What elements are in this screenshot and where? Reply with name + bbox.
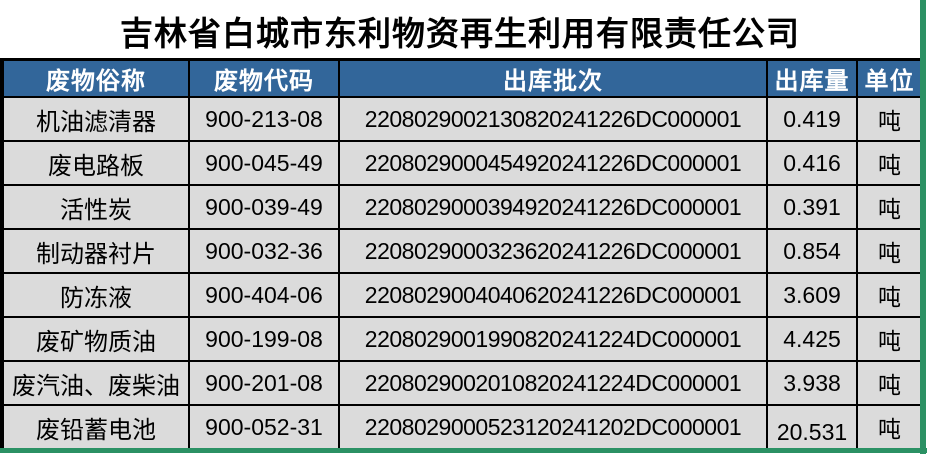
table-row: 废矿物质油 900-199-08 2208029001990820241224D… (1, 316, 923, 362)
quantity-cell: 0.391 (766, 184, 858, 230)
batch-cell: 2208029000394920241226DC000001 (338, 184, 768, 230)
waste-code-cell: 900-201-08 (188, 360, 340, 406)
waste-name-cell: 废铅蓄电池 (1, 404, 190, 450)
unit-cell: 吨 (856, 404, 923, 450)
quantity-cell: 0.419 (766, 96, 858, 142)
waste-code-cell: 900-045-49 (188, 140, 340, 186)
batch-cell: 2208029001990820241224DC000001 (338, 316, 768, 362)
quantity-cell: 20.531 (766, 404, 858, 450)
table-row: 制动器衬片 900-032-36 2208029000323620241226D… (1, 228, 923, 274)
unit-cell: 吨 (856, 228, 923, 274)
quantity-cell: 0.416 (766, 140, 858, 186)
batch-cell: 2208029000323620241226DC000001 (338, 228, 768, 274)
quantity-cell: 3.938 (766, 360, 858, 406)
table-row: 废铅蓄电池 900-052-31 2208029000523120241202D… (1, 404, 923, 450)
quantity-cell: 4.425 (766, 316, 858, 362)
waste-code-cell: 900-199-08 (188, 316, 340, 362)
unit-cell: 吨 (856, 316, 923, 362)
green-frame-right-edge (920, 0, 926, 454)
batch-cell: 2208029000523120241202DC000001 (338, 404, 768, 450)
waste-code-cell: 900-032-36 (188, 228, 340, 274)
waste-name-cell: 废汽油、废柴油 (1, 360, 190, 406)
waste-name-cell: 机油滤清器 (1, 96, 190, 142)
unit-cell: 吨 (856, 96, 923, 142)
waste-name-cell: 废电路板 (1, 140, 190, 186)
table-row: 活性炭 900-039-49 2208029000394920241226DC0… (1, 184, 923, 230)
waste-code-cell: 900-404-06 (188, 272, 340, 318)
quantity-cell: 0.854 (766, 228, 858, 274)
table-row: 废汽油、废柴油 900-201-08 220802900201082024122… (1, 360, 923, 406)
table-row: 防冻液 900-404-06 2208029004040620241226DC0… (1, 272, 923, 318)
unit-cell: 吨 (856, 140, 923, 186)
waste-outbound-table: 废物俗称 废物代码 出库批次 出库量 单位 机油滤清器 900-213-08 2… (0, 58, 923, 450)
waste-code-cell: 900-052-31 (188, 404, 340, 450)
batch-cell: 2208029000454920241226DC000001 (338, 140, 768, 186)
company-title: 吉林省白城市东利物资再生利用有限责任公司 (120, 15, 800, 52)
batch-cell: 2208029004040620241226DC000001 (338, 272, 768, 318)
waste-name-cell: 废矿物质油 (1, 316, 190, 362)
batch-cell: 2208029002130820241226DC000001 (338, 96, 768, 142)
waste-name-cell: 制动器衬片 (1, 228, 190, 274)
waste-name-cell: 活性炭 (1, 184, 190, 230)
table-row: 机油滤清器 900-213-08 2208029002130820241226D… (1, 96, 923, 142)
unit-cell: 吨 (856, 184, 923, 230)
header-batch: 出库批次 (338, 58, 768, 98)
header-row: 废物俗称 废物代码 出库批次 出库量 单位 (1, 58, 923, 98)
waste-name-cell: 防冻液 (1, 272, 190, 318)
quantity-cell: 3.609 (766, 272, 858, 318)
green-frame-bottom-edge (0, 448, 927, 453)
unit-cell: 吨 (856, 360, 923, 406)
header-waste-code: 废物代码 (188, 58, 340, 98)
unit-cell: 吨 (856, 272, 923, 318)
waste-code-cell: 900-039-49 (188, 184, 340, 230)
waste-code-cell: 900-213-08 (188, 96, 340, 142)
header-unit: 单位 (856, 58, 923, 98)
header-waste-name: 废物俗称 (1, 58, 190, 98)
header-quantity: 出库量 (766, 58, 858, 98)
batch-cell: 2208029002010820241224DC000001 (338, 360, 768, 406)
table-row: 废电路板 900-045-49 2208029000454920241226DC… (1, 140, 923, 186)
